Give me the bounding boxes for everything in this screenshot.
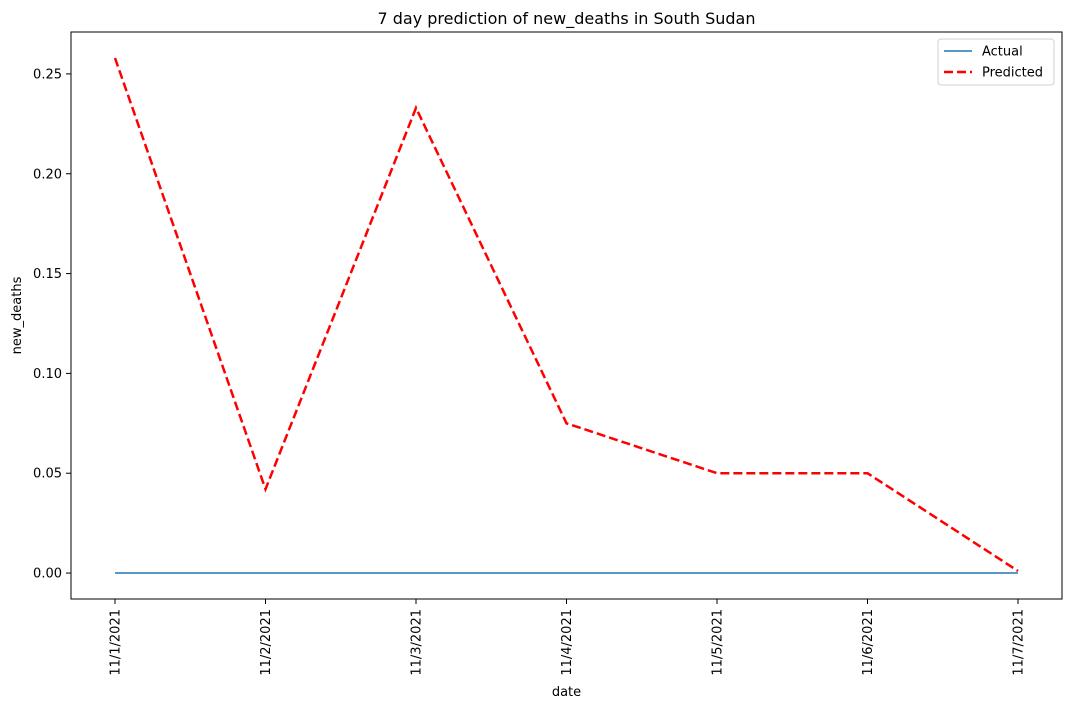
x-axis-label: date [552,685,581,700]
x-tick-label: 11/6/2021 [861,609,876,676]
y-tick-label: 0.10 [33,367,62,382]
x-tick-label: 11/7/2021 [1012,609,1027,676]
legend-label-predicted: Predicted [982,66,1043,81]
y-tick-label: 0.25 [33,67,62,82]
y-tick-label: 0.20 [33,167,62,182]
chart-title: 7 day prediction of new_deaths in South … [377,9,755,29]
y-tick-label: 0.00 [33,567,62,582]
x-tick-label: 11/1/2021 [109,609,124,676]
y-axis-label: new_deaths [10,276,25,354]
x-tick-label: 11/3/2021 [410,609,425,676]
x-tick-label: 11/4/2021 [560,609,575,676]
x-tick-label: 11/2/2021 [259,609,274,676]
y-tick-label: 0.05 [33,467,62,482]
y-tick-label: 0.15 [33,267,62,282]
legend-label-actual: Actual [982,45,1023,60]
x-tick-label: 11/5/2021 [711,609,726,676]
plot-area [71,32,1062,599]
legend: Actual Predicted [938,39,1054,85]
